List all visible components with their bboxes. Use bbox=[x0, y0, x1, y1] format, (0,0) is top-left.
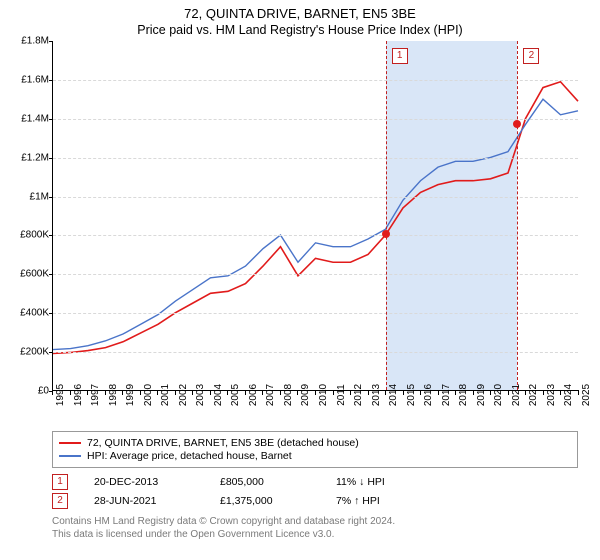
x-tick-label: 1999 bbox=[125, 384, 136, 406]
transaction-date: 20-DEC-2013 bbox=[94, 476, 194, 488]
x-tick-label: 2022 bbox=[528, 384, 539, 406]
x-tick-label: 2017 bbox=[441, 384, 452, 406]
x-tick-label: 2014 bbox=[388, 384, 399, 406]
transaction-row: 2 28-JUN-2021 £1,375,000 7% ↑ HPI bbox=[52, 493, 578, 509]
transaction-date: 28-JUN-2021 bbox=[94, 495, 194, 507]
transaction-row: 1 20-DEC-2013 £805,000 11% ↓ HPI bbox=[52, 474, 578, 490]
x-tick-label: 2007 bbox=[265, 384, 276, 406]
x-tick-label: 2004 bbox=[213, 384, 224, 406]
footer-line-1: Contains HM Land Registry data © Crown c… bbox=[52, 515, 578, 528]
x-tick-label: 2001 bbox=[160, 384, 171, 406]
x-tick-label: 2010 bbox=[318, 384, 329, 406]
sale-point bbox=[513, 120, 521, 128]
x-tick-label: 2016 bbox=[423, 384, 434, 406]
x-tick-label: 2005 bbox=[230, 384, 241, 406]
x-tick-label: 2019 bbox=[476, 384, 487, 406]
x-tick-label: 2023 bbox=[546, 384, 557, 406]
transaction-delta: 7% ↑ HPI bbox=[336, 495, 380, 507]
transaction-price: £1,375,000 bbox=[220, 495, 310, 507]
x-tick-label: 2000 bbox=[143, 384, 154, 406]
sale-marker-2: 2 bbox=[523, 48, 539, 64]
transaction-marker: 1 bbox=[52, 474, 68, 490]
footer-attribution: Contains HM Land Registry data © Crown c… bbox=[52, 515, 578, 541]
x-tick-label: 2008 bbox=[283, 384, 294, 406]
legend: 72, QUINTA DRIVE, BARNET, EN5 3BE (detac… bbox=[52, 431, 578, 468]
x-tick-label: 2002 bbox=[178, 384, 189, 406]
x-tick-label: 1998 bbox=[108, 384, 119, 406]
page-title: 72, QUINTA DRIVE, BARNET, EN5 3BE bbox=[8, 6, 592, 21]
footer-line-2: This data is licensed under the Open Gov… bbox=[52, 528, 578, 541]
x-tick-label: 2009 bbox=[300, 384, 311, 406]
sale-point bbox=[382, 230, 390, 238]
legend-label: 72, QUINTA DRIVE, BARNET, EN5 3BE (detac… bbox=[87, 437, 359, 449]
x-tick-label: 2021 bbox=[511, 384, 522, 406]
x-tick-label: 2011 bbox=[336, 384, 347, 406]
x-tick-label: 2013 bbox=[371, 384, 382, 406]
x-tick-label: 2024 bbox=[563, 384, 574, 406]
series-hpi bbox=[53, 99, 578, 349]
legend-item: 72, QUINTA DRIVE, BARNET, EN5 3BE (detac… bbox=[59, 437, 571, 449]
x-tick-label: 2015 bbox=[406, 384, 417, 406]
chart: £0£200K£400K£600K£800K£1M£1.2M£1.4M£1.6M… bbox=[52, 41, 578, 391]
x-tick-label: 1997 bbox=[90, 384, 101, 406]
transaction-delta: 11% ↓ HPI bbox=[336, 476, 385, 488]
legend-label: HPI: Average price, detached house, Barn… bbox=[87, 450, 292, 462]
transaction-marker: 2 bbox=[52, 493, 68, 509]
x-axis: 1995199619971998199920002001200220032004… bbox=[52, 391, 578, 427]
legend-item: HPI: Average price, detached house, Barn… bbox=[59, 450, 571, 462]
page-subtitle: Price paid vs. HM Land Registry's House … bbox=[8, 23, 592, 37]
x-tick-label: 2020 bbox=[493, 384, 504, 406]
sale-marker-1: 1 bbox=[392, 48, 408, 64]
x-tick-label: 2012 bbox=[353, 384, 364, 406]
x-tick-label: 2018 bbox=[458, 384, 469, 406]
x-tick-label: 1995 bbox=[55, 384, 66, 406]
x-tick-label: 2003 bbox=[195, 384, 206, 406]
transaction-price: £805,000 bbox=[220, 476, 310, 488]
x-tick-label: 1996 bbox=[73, 384, 84, 406]
transactions-table: 1 20-DEC-2013 £805,000 11% ↓ HPI 2 28-JUN-202… bbox=[52, 474, 578, 509]
x-tick-label: 2006 bbox=[248, 384, 259, 406]
x-tick-label: 2025 bbox=[581, 384, 592, 406]
